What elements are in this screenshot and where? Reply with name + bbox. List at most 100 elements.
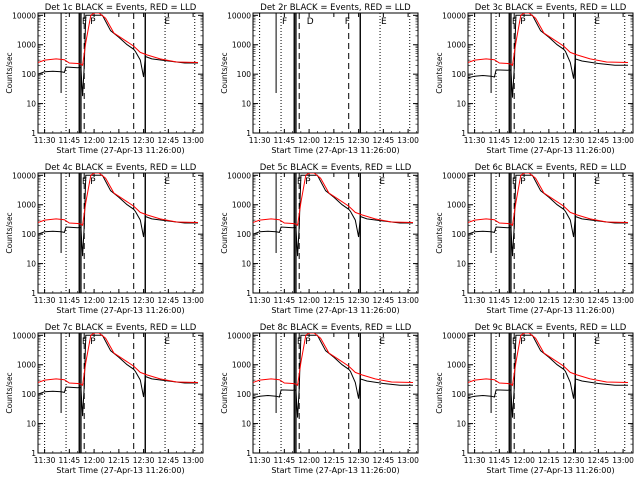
- x-tick-label: 12:00: [83, 456, 105, 465]
- x-tick-label: 12:30: [563, 136, 585, 145]
- x-axis-label: Start Time (27-Apr-13 11:26:00): [56, 146, 184, 155]
- time-markers: [474, 13, 626, 133]
- flag-E: E: [164, 17, 170, 27]
- y-tick-label: 100: [237, 230, 252, 239]
- y-tick-label: 100: [452, 70, 467, 79]
- x-tick-label: 13:00: [397, 456, 419, 465]
- x-tick-label: 12:00: [513, 456, 535, 465]
- lld-series-line: [38, 173, 199, 227]
- y-tick-label: 100: [237, 70, 252, 79]
- y-tick-label: 1: [461, 449, 466, 458]
- x-tick-label: 12:15: [538, 296, 560, 305]
- x-tick-label: 12:00: [513, 136, 535, 145]
- y-axis-label: Counts/sec: [220, 52, 229, 93]
- x-tick-label: 13:00: [182, 136, 204, 145]
- x-tick-label: 12:45: [373, 456, 395, 465]
- panel-9: Det 9c BLACK = Events, RED = LLD 1 10 100 10…: [435, 323, 634, 475]
- events-series-line: [38, 14, 198, 97]
- x-tick-label: 11:30: [464, 136, 486, 145]
- events-series-line: [253, 174, 413, 257]
- x-tick-label: 12:00: [298, 136, 320, 145]
- plot-frame: [252, 332, 419, 454]
- x-tick-label: 12:45: [373, 136, 395, 145]
- y-tick-label: 1: [246, 129, 251, 138]
- y-tick-label: 10000: [442, 11, 466, 20]
- plot-frame: [467, 172, 634, 294]
- x-tick-label: 12:30: [133, 136, 155, 145]
- x-tick-label: 12:45: [588, 136, 610, 145]
- panel-title: Det 7c BLACK = Events, RED = LLD: [45, 323, 197, 333]
- y-tick-label: 100: [452, 390, 467, 399]
- y-tick-label: 10: [241, 260, 251, 269]
- y-tick-label: 1000: [232, 361, 251, 370]
- flag-F: F: [82, 177, 87, 187]
- y-tick-label: 10: [456, 100, 466, 109]
- x-tick-label: 12:45: [158, 136, 180, 145]
- y-axis-label: Counts/sec: [220, 372, 229, 413]
- time-markers: [474, 173, 626, 293]
- x-axis-label: Start Time (27-Apr-13 11:26:00): [271, 146, 399, 155]
- lld-series-line: [38, 13, 199, 67]
- flag-F: F: [512, 17, 517, 27]
- y-tick-label: 10: [241, 420, 251, 429]
- y-tick-label: 10000: [227, 171, 251, 180]
- flag-P: P: [520, 177, 526, 187]
- x-tick-label: 11:45: [489, 136, 511, 145]
- flag-E: E: [164, 337, 170, 347]
- panel-title: Det 9c BLACK = Events, RED = LLD: [475, 323, 627, 333]
- x-tick-label: 12:30: [563, 456, 585, 465]
- events-series-line: [468, 334, 628, 418]
- y-axis-label: Counts/sec: [220, 212, 229, 253]
- y-tick-label: 1000: [447, 41, 466, 50]
- y-tick-label: 100: [237, 390, 252, 399]
- x-tick-label: 12:15: [323, 136, 345, 145]
- x-axis-label: Start Time (27-Apr-13 11:26:00): [56, 466, 184, 475]
- y-tick-label: 100: [452, 230, 467, 239]
- events-series-line: [253, 334, 413, 418]
- x-tick-label: 11:45: [489, 296, 511, 305]
- flag-E: E: [594, 337, 600, 347]
- flag-E: E: [164, 177, 170, 187]
- y-axis-label: Counts/sec: [435, 372, 444, 413]
- y-tick-label: 10: [241, 100, 251, 109]
- panel-4: Det 4c BLACK = Events, RED = LLD 1 10 100 10…: [5, 163, 204, 315]
- flag-F: F: [512, 337, 517, 347]
- x-tick-label: 11:45: [274, 136, 296, 145]
- x-tick-label: 11:30: [464, 456, 486, 465]
- x-tick-label: 12:00: [83, 296, 105, 305]
- lld-series-line: [468, 173, 629, 227]
- y-tick-label: 1000: [232, 41, 251, 50]
- y-tick-label: 10: [456, 420, 466, 429]
- flag-D: D: [307, 17, 314, 27]
- x-tick-label: 12:30: [348, 136, 370, 145]
- x-tick-label: 12:15: [108, 296, 130, 305]
- plot-frame: [252, 12, 419, 134]
- x-tick-label: 12:00: [83, 136, 105, 145]
- x-tick-label: 12:45: [588, 296, 610, 305]
- y-tick-label: 10000: [12, 331, 36, 340]
- plot-frame: [467, 332, 634, 454]
- time-markers: [44, 13, 196, 133]
- panel-6: Det 6c BLACK = Events, RED = LLD 1 10 100 10…: [435, 163, 634, 315]
- x-tick-label: 11:30: [34, 136, 56, 145]
- y-tick-label: 10000: [12, 11, 36, 20]
- y-tick-label: 100: [22, 70, 37, 79]
- y-tick-label: 1: [31, 449, 36, 458]
- time-markers: [259, 173, 411, 293]
- time-markers: [44, 333, 196, 453]
- x-axis-label: Start Time (27-Apr-13 11:26:00): [486, 466, 614, 475]
- time-markers: [259, 333, 411, 453]
- events-series-line: [38, 174, 198, 257]
- y-tick-label: 10000: [12, 171, 36, 180]
- x-tick-label: 11:45: [59, 296, 81, 305]
- x-axis-label: Start Time (27-Apr-13 11:26:00): [486, 146, 614, 155]
- panel-title: Det 6c BLACK = Events, RED = LLD: [475, 163, 627, 173]
- x-tick-label: 12:00: [298, 296, 320, 305]
- flag-F: F: [297, 177, 302, 187]
- panel-8: Det 8c BLACK = Events, RED = LLD 1 10 100 10…: [220, 323, 419, 475]
- panel-5: Det 5c BLACK = Events, RED = LLD 1 10 100 10…: [220, 163, 419, 315]
- x-tick-label: 12:15: [108, 136, 130, 145]
- y-tick-label: 10: [26, 100, 36, 109]
- panel-1: Det 1c BLACK = Events, RED = LLD 1 10 100 10…: [5, 3, 204, 155]
- y-tick-label: 10000: [227, 11, 251, 20]
